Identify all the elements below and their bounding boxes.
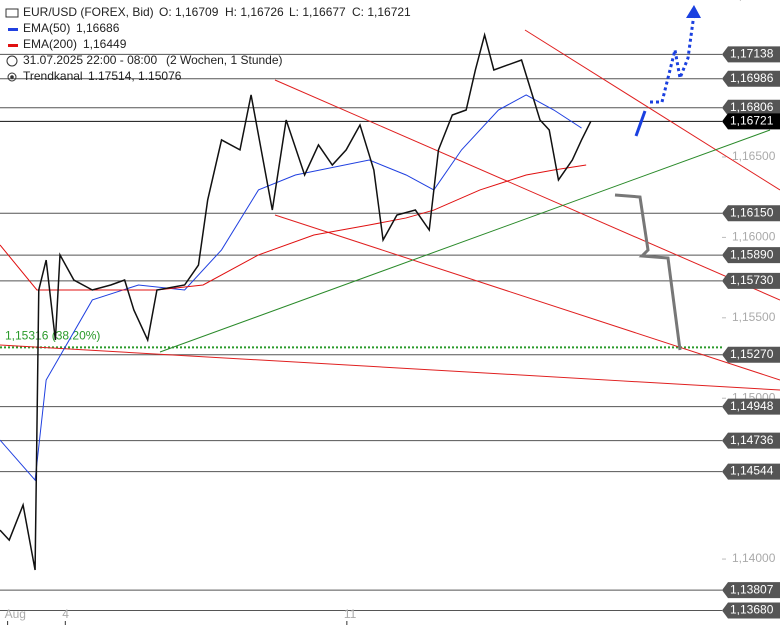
level-label: 1,14544 (730, 464, 774, 478)
trend-line (524, 29, 780, 191)
level-label: 1,16806 (730, 100, 774, 114)
legend: EUR/USD (FOREX, Bid) O: 1,16709 H: 1,167… (5, 5, 411, 83)
level-label: 1,13680 (730, 603, 774, 617)
level-tag (722, 247, 780, 264)
fib-label: 1,15316 (38.20%) (5, 329, 100, 343)
trend-line (0, 344, 780, 391)
legend-swatch (8, 44, 18, 47)
legend-swatch (8, 28, 18, 31)
period-note: (2 Wochen, 1 Stunde) (166, 53, 283, 67)
legend-label: EMA(200) (23, 37, 77, 51)
level-tag (722, 272, 780, 289)
plot (0, 31, 592, 571)
channel-name: Trendkanal (23, 69, 83, 83)
level-tag (722, 346, 780, 363)
channel-values: 1.17514, 1.15076 (88, 69, 182, 83)
y-tick-label: 1,16500 (732, 149, 776, 163)
channel-line (274, 79, 780, 301)
level-tag (722, 70, 780, 87)
chart-title: EUR/USD (FOREX, Bid) (23, 5, 154, 19)
layer-levels: 1,15316 (38.20%) (0, 53, 722, 612)
ema-line (0, 164, 587, 291)
level-label: 1,15890 (730, 247, 774, 261)
level-tag (722, 582, 780, 599)
level-label: 1,14736 (730, 433, 774, 447)
x-tick-label: Aug (5, 607, 26, 621)
period: 31.07.2025 22:00 - 08:00 (23, 53, 157, 67)
channel-line (274, 214, 780, 381)
ohlc: L: 1,16677 (289, 5, 346, 19)
level-label: 1,13807 (730, 582, 774, 596)
trend-lines (0, 29, 780, 391)
level-tag (722, 99, 780, 116)
x-tick-label: 11 (344, 607, 357, 621)
level-label: 1,15730 (730, 273, 774, 287)
ohlc: C: 1,16721 (352, 5, 411, 19)
level-label: 1,16150 (730, 205, 774, 219)
level-tag (722, 463, 780, 480)
channel-icon (10, 75, 14, 79)
level-tag (722, 46, 780, 63)
clock-icon (6, 55, 18, 67)
level-tag (722, 432, 780, 449)
legend-value: 1,16449 (83, 37, 127, 51)
support-line (159, 129, 771, 353)
chart-icon (5, 8, 19, 18)
x-tick-label: 4 (62, 607, 69, 621)
forecast-path (650, 13, 696, 104)
price-line (0, 31, 592, 571)
level-label: 1,15270 (730, 347, 774, 361)
y-tick-label: 1,16000 (732, 230, 776, 244)
level-tag (722, 398, 780, 415)
level-label: 1,14948 (730, 399, 774, 413)
legend-label: EMA(50) (23, 21, 70, 35)
channel-icon (7, 72, 17, 82)
level-tag (722, 113, 780, 130)
forecast (614, 5, 701, 351)
level-label: 1,17138 (730, 47, 774, 61)
ohlc: H: 1,16726 (225, 5, 284, 19)
y-tick-label: 1,17500 (732, 0, 776, 2)
legend-value: 1,16686 (76, 21, 120, 35)
level-tag (722, 602, 780, 619)
ohlc: O: 1,16709 (159, 5, 219, 19)
ema-line (0, 94, 582, 482)
level-label: 1,16986 (730, 71, 774, 85)
price-axis: 1,175001,165001,160001,155001,150001,140… (5, 0, 780, 625)
forecast-path (634, 110, 647, 137)
level-label: 1,16721 (730, 114, 774, 128)
y-tick-label: 1,15500 (732, 310, 776, 324)
level-tag (722, 205, 780, 222)
forecast-path (614, 193, 682, 351)
arrow-head (686, 5, 701, 18)
y-tick-label: 1,14000 (732, 551, 776, 565)
